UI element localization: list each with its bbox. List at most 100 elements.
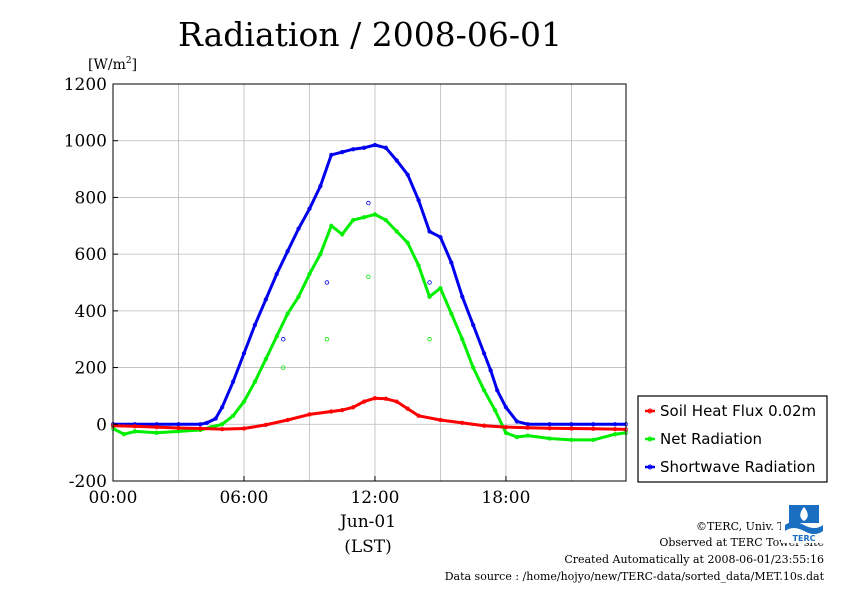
data-point xyxy=(612,432,618,437)
data-point xyxy=(438,234,443,240)
data-point xyxy=(340,407,345,413)
data-point xyxy=(383,217,389,223)
data-point xyxy=(394,158,399,163)
data-point xyxy=(591,437,596,443)
data-point xyxy=(460,420,465,426)
data-point xyxy=(612,426,618,432)
data-point xyxy=(285,417,290,423)
data-point xyxy=(514,419,520,424)
data-point xyxy=(340,149,345,155)
data-point xyxy=(525,425,530,430)
data-point xyxy=(241,426,247,431)
data-point xyxy=(307,206,312,211)
plot-frame xyxy=(112,83,627,482)
data-point xyxy=(405,406,410,411)
data-point xyxy=(492,407,498,413)
data-point xyxy=(281,337,286,342)
legend-label: Soil Heat Flux 0.02m xyxy=(660,402,816,420)
data-point xyxy=(366,274,371,280)
data-point xyxy=(285,249,290,254)
series-line xyxy=(113,143,626,426)
data-point xyxy=(405,240,410,245)
legend: Soil Heat Flux 0.02m Net Radiation Shortwa… xyxy=(637,395,828,483)
data-point xyxy=(241,351,247,356)
data-point xyxy=(481,388,487,393)
x-tick-label: 12:00 xyxy=(350,488,399,508)
y-tick-label: 200 xyxy=(75,359,107,379)
footer-created: Created Automatically at 2008-06-01/23:5… xyxy=(564,553,824,566)
data-point xyxy=(132,429,137,434)
footer-source: Data source : /home/hojyo/new/TERC-data/… xyxy=(444,570,824,583)
legend-marker xyxy=(647,436,653,442)
x-tick-label: 18:00 xyxy=(481,488,530,508)
legend-marker xyxy=(647,464,653,470)
data-point xyxy=(383,145,389,150)
data-point xyxy=(307,412,312,417)
data-point xyxy=(460,294,465,299)
data-point xyxy=(427,337,432,342)
data-point xyxy=(416,413,421,418)
x-tick-label: 00:00 xyxy=(89,488,138,508)
data-point xyxy=(350,405,356,410)
data-point xyxy=(281,365,286,370)
data-point xyxy=(503,424,509,430)
data-point xyxy=(416,198,421,203)
data-point xyxy=(460,337,465,342)
data-point xyxy=(366,200,371,206)
data-point xyxy=(361,399,367,404)
data-point xyxy=(569,437,574,443)
data-point xyxy=(219,426,225,432)
data-point xyxy=(274,271,279,277)
data-point xyxy=(252,379,258,384)
data-point xyxy=(591,426,596,431)
data-point xyxy=(329,223,334,228)
data-point xyxy=(503,405,509,410)
data-point xyxy=(569,422,574,427)
data-point xyxy=(219,405,225,410)
data-point xyxy=(394,229,399,234)
data-point xyxy=(427,229,432,234)
data-point xyxy=(591,422,596,427)
series-line xyxy=(112,396,627,431)
data-point xyxy=(329,409,334,414)
data-point xyxy=(383,396,389,401)
legend-marker xyxy=(647,408,653,414)
data-point xyxy=(176,425,181,431)
grid-lines xyxy=(112,83,626,482)
data-point xyxy=(449,260,454,265)
chart-title: Radiation / 2008-06-01 xyxy=(178,15,562,54)
y-tick-label: 1000 xyxy=(64,132,107,152)
data-point xyxy=(132,424,137,429)
data-point xyxy=(263,297,268,302)
data-point xyxy=(324,337,330,342)
x-axis-ticks: 00:00 06:00 12:00 18:00 xyxy=(89,476,530,508)
data-point xyxy=(252,322,258,328)
data-point xyxy=(481,423,487,428)
series-line xyxy=(112,212,627,442)
y-axis-unit: [W/m2] xyxy=(88,56,137,73)
data-point xyxy=(449,311,454,316)
legend-label: Net Radiation xyxy=(660,430,762,448)
data-point xyxy=(198,422,203,427)
data-point xyxy=(471,365,476,370)
data-point xyxy=(525,433,530,438)
data-point xyxy=(547,436,552,441)
data-point xyxy=(263,356,268,362)
data-point xyxy=(307,271,312,277)
y-tick-label: 400 xyxy=(75,302,107,322)
data-point xyxy=(324,280,330,285)
data-point xyxy=(438,286,443,291)
data-point xyxy=(372,142,378,148)
x-tick-label: 06:00 xyxy=(219,488,268,508)
data-point xyxy=(405,172,410,177)
x-axis-date: Jun-01 xyxy=(338,512,396,532)
x-axis-label: (LST) xyxy=(344,537,392,557)
terc-logo-icon: TERC xyxy=(781,501,827,543)
data-point xyxy=(427,294,432,299)
data-point xyxy=(372,396,378,401)
data-point xyxy=(514,434,520,440)
data-point xyxy=(350,217,356,223)
legend-frame xyxy=(637,395,828,483)
data-point xyxy=(416,263,421,268)
